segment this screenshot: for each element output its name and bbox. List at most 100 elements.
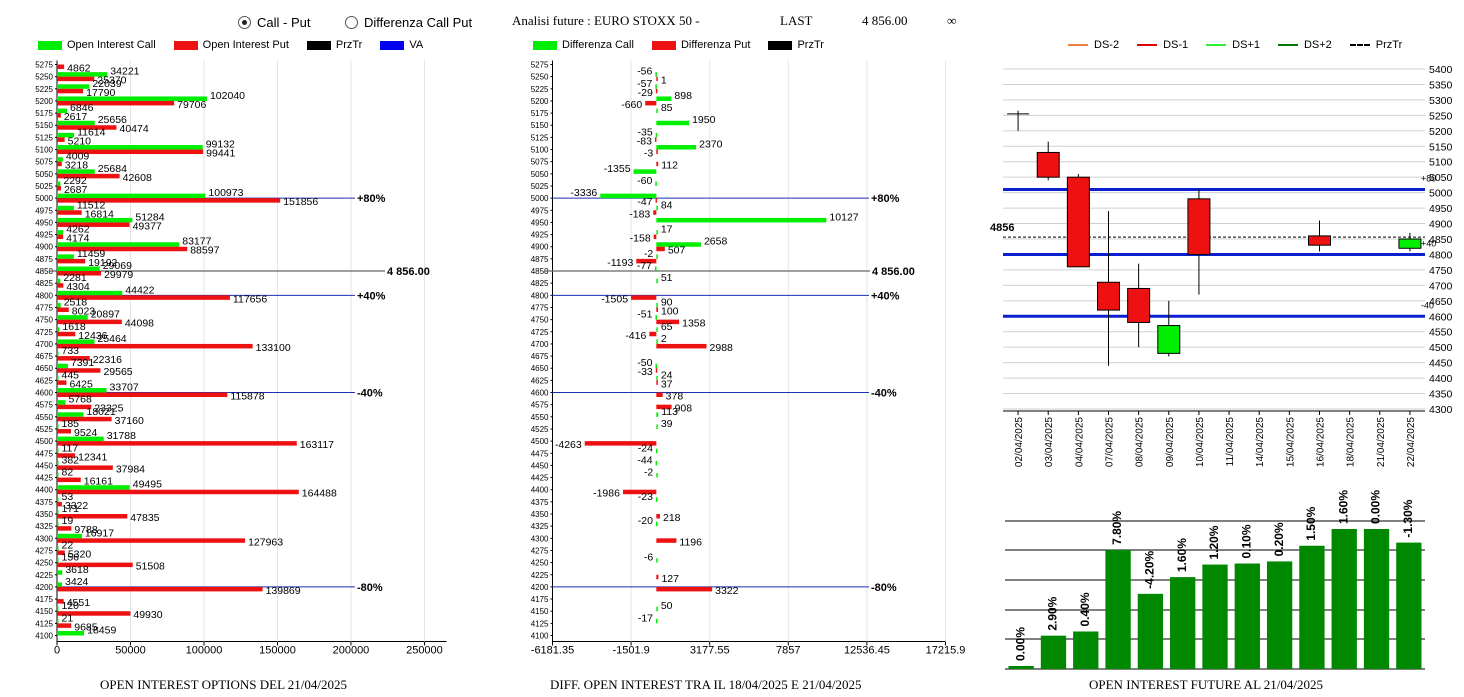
put-bar (57, 222, 130, 227)
strike-label: 4875 (35, 255, 53, 264)
call-bar (57, 618, 59, 624)
put-bar (57, 210, 82, 215)
y-tick-label: 4850 (1429, 234, 1453, 246)
call-value-label: -23 (638, 491, 653, 503)
call-bar (655, 84, 657, 89)
put-bar (653, 210, 657, 215)
y-tick-label: 4350 (1429, 389, 1453, 401)
call-bar (57, 327, 60, 332)
call-value-label: 11459 (77, 248, 106, 260)
future-oi-label: -4.20% (1143, 550, 1157, 588)
call-bar (57, 266, 100, 272)
candle-body (1398, 238, 1422, 249)
future-oi-bar (1137, 593, 1164, 669)
strike-label: 5000 (35, 194, 53, 203)
put-value-label: 151856 (283, 196, 318, 208)
put-bar (57, 331, 76, 337)
legend-label: Differenza Call (562, 39, 634, 51)
call-bar (57, 631, 85, 636)
radio-unselected-icon[interactable] (345, 16, 358, 29)
put-bar (656, 538, 677, 543)
call-bar (656, 302, 658, 308)
radio-differenza[interactable]: Differenza Call Put (345, 15, 472, 30)
put-bar (656, 319, 680, 325)
future-oi-label: 1.60% (1175, 538, 1189, 572)
put-value-label: 9788 (74, 524, 98, 536)
put-value-label: 115878 (230, 391, 264, 403)
put-value-label: 47835 (130, 512, 159, 524)
y-tick-label: 4400 (1429, 373, 1453, 385)
put-bar (656, 514, 660, 519)
put-value-label: 23325 (94, 403, 123, 415)
strike-label: 4475 (35, 449, 53, 458)
call-value-label: 51 (661, 272, 673, 284)
put-bar (631, 295, 657, 300)
strike-label: 4775 (35, 303, 53, 312)
y-tick-label: 5250 (1429, 110, 1453, 122)
strike-label: 4550 (35, 413, 53, 422)
call-bar (656, 217, 827, 223)
call-bar (655, 181, 657, 186)
call-value-label: 445 (62, 369, 80, 381)
date-label: 10/04/2025 (1195, 417, 1206, 467)
call-value-label: 3424 (65, 576, 89, 588)
strike-label: 5125 (35, 133, 53, 142)
legend-label: VA (409, 39, 424, 51)
put-bar (57, 428, 71, 434)
strike-label: 4725 (531, 328, 549, 337)
call-bar (656, 412, 659, 417)
radio-call-put[interactable]: Call - Put (238, 15, 310, 30)
call-value-label: 185 (62, 418, 80, 430)
strike-label: 4575 (35, 401, 53, 410)
strike-label: 4875 (531, 255, 549, 264)
call-value-label: -60 (637, 175, 652, 187)
legend-diff: Differenza Call Differenza Put PrzTr (533, 39, 842, 51)
call-bar (656, 558, 658, 563)
future-oi-label: 7.80% (1110, 511, 1124, 545)
put-value-label: 2687 (64, 184, 88, 196)
y-tick-label: 4550 (1429, 327, 1453, 339)
put-value-label: 29565 (103, 366, 132, 378)
put-value-label: 6425 (69, 378, 93, 390)
call-bar (57, 521, 59, 527)
y-tick-label: 4500 (1429, 342, 1453, 354)
put-bar (622, 489, 657, 495)
call-value-label: -44 (637, 454, 652, 466)
strike-label: 4200 (531, 583, 549, 592)
put-value-label: -416 (625, 330, 646, 342)
strike-label: 4450 (531, 461, 549, 470)
date-label: 14/04/2025 (1255, 417, 1266, 467)
put-value-label: 2617 (64, 111, 88, 123)
call-value-label: -2 (644, 467, 653, 479)
future-oi-label: 2.90% (1046, 596, 1060, 630)
date-label: 22/04/2025 (1406, 417, 1417, 467)
call-value-label: -2 (644, 248, 653, 260)
call-bar (656, 205, 658, 211)
put-value-label: -660 (621, 99, 642, 111)
call-bar (57, 363, 68, 369)
call-bar (57, 145, 203, 150)
put-value-label: 51508 (136, 561, 165, 573)
footer-diff: DIFF. OPEN INTEREST TRA IL 18/04/2025 E … (550, 677, 862, 692)
date-label: 08/04/2025 (1135, 417, 1146, 467)
call-value-label: 84 (661, 199, 673, 211)
radio-selected-icon[interactable] (238, 16, 251, 29)
strike-label: 4450 (35, 461, 53, 470)
strike-label: 4500 (531, 437, 549, 446)
call-value-label: 85 (661, 102, 673, 114)
strike-label: 4925 (531, 231, 549, 240)
call-value-label: 6846 (70, 102, 94, 114)
put-bar (57, 295, 230, 300)
strike-label: 4150 (35, 607, 53, 616)
call-value-label: -24 (638, 442, 653, 454)
call-value-label: 90 (661, 296, 673, 308)
put-bar (57, 246, 188, 252)
date-label: 03/04/2025 (1044, 417, 1055, 467)
strike-label: 4600 (531, 389, 549, 398)
put-value-label: 37160 (115, 415, 144, 427)
legend-label: Open Interest Call (67, 39, 156, 51)
call-bar (57, 412, 84, 417)
strike-label: 4625 (531, 376, 549, 385)
future-oi-label: 0.00% (1013, 627, 1027, 661)
strike-label: 4825 (531, 279, 549, 288)
